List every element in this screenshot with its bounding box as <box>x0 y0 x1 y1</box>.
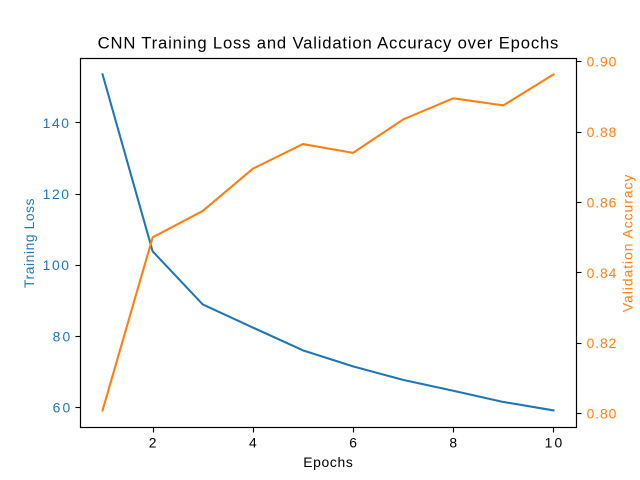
svg-text:0.80: 0.80 <box>587 406 617 422</box>
svg-text:80: 80 <box>53 328 71 344</box>
svg-text:140: 140 <box>43 115 70 131</box>
svg-text:0.84: 0.84 <box>587 265 617 281</box>
svg-text:120: 120 <box>43 186 70 202</box>
svg-text:0.88: 0.88 <box>587 124 617 140</box>
svg-text:4: 4 <box>249 435 257 451</box>
svg-text:0.90: 0.90 <box>587 54 617 70</box>
svg-text:Validation Accuracy: Validation Accuracy <box>619 175 635 313</box>
svg-text:Training Loss: Training Loss <box>21 198 37 288</box>
svg-text:8: 8 <box>449 435 457 451</box>
svg-text:6: 6 <box>349 435 357 451</box>
svg-text:0.82: 0.82 <box>587 335 617 351</box>
svg-text:0.86: 0.86 <box>587 194 617 210</box>
svg-text:2: 2 <box>149 435 157 451</box>
svg-text:CNN Training Loss and Validati: CNN Training Loss and Validation Accurac… <box>98 33 559 52</box>
svg-text:Epochs: Epochs <box>303 454 353 470</box>
svg-text:10: 10 <box>545 435 563 451</box>
svg-text:100: 100 <box>43 257 70 273</box>
svg-text:60: 60 <box>53 400 71 416</box>
